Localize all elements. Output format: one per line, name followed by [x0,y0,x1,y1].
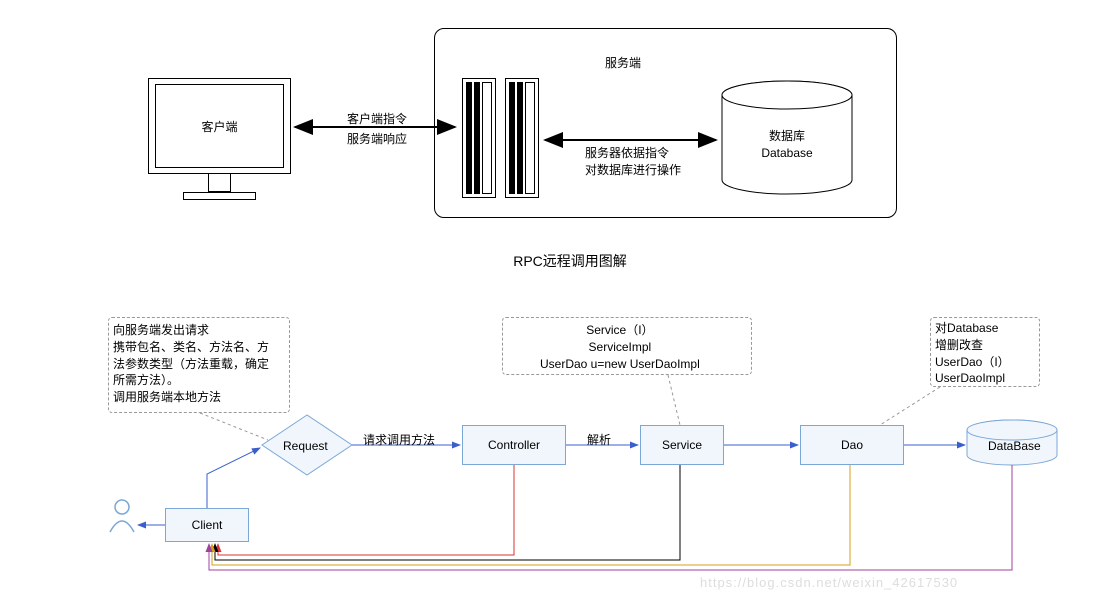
server-container [434,28,897,218]
arrow1-top: 客户端指令 [347,111,407,128]
monitor-base [183,192,256,200]
client-node: Client [165,508,249,542]
monitor-inner: 客户端 [155,84,284,168]
monitor-neck [208,174,231,192]
db-label-en: Database [755,145,819,162]
note-dao-text: 对Database 增删改查 UserDao（I） UserDaoImpl [935,320,1010,387]
dao-label: Dao [841,438,863,452]
server-rack-1-stripe3 [482,82,492,194]
db-bottom-label: DataBase [988,438,1041,455]
client-label: 客户端 [201,118,237,135]
arrow1-bottom: 服务端响应 [347,131,407,148]
server-rack-2-stripe3 [525,82,535,194]
db-label-cn: 数据库 [760,128,814,145]
watermark: https://blog.csdn.net/weixin_42617530 [700,575,958,590]
arrow2-bottom: 对数据库进行操作 [585,162,681,179]
service-label: Service [662,438,702,452]
arrow-parse-label: 解析 [587,432,611,449]
server-rack-1-stripe2 [474,82,480,194]
server-label: 服务端 [598,55,648,72]
client-label-bottom: Client [192,518,223,532]
note-service-text: Service（I） ServiceImpl UserDao u=new Use… [540,322,700,372]
service-node: Service [640,425,724,465]
server-rack-2-stripe1 [509,82,515,194]
note-client-text: 向服务端发出请求 携带包名、类名、方法名、方 法参数类型（方法重载，确定 所需方… [113,322,269,406]
arrow2-top: 服务器依据指令 [585,145,669,162]
dao-node: Dao [800,425,904,465]
diagram-title: RPC远程调用图解 [480,252,660,272]
controller-node: Controller [462,425,566,465]
controller-label: Controller [488,438,540,452]
server-rack-1-stripe1 [466,82,472,194]
arrow-req-label: 请求调用方法 [363,432,435,449]
request-label: Request [283,438,328,455]
server-rack-2-stripe2 [517,82,523,194]
